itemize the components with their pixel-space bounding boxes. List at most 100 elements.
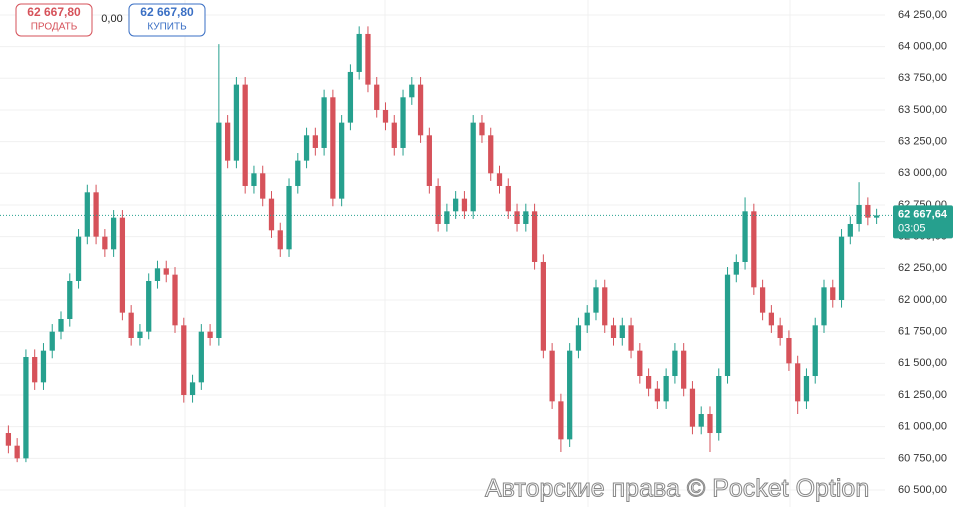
candle-body — [163, 268, 169, 275]
candle-body — [67, 280, 73, 319]
sell-box[interactable] — [15, 3, 93, 37]
candle-body — [40, 350, 47, 383]
buy-box[interactable] — [128, 3, 206, 37]
candle-body — [742, 211, 748, 262]
candle-body — [812, 325, 818, 377]
candle-body — [540, 261, 546, 351]
candle-body — [444, 211, 450, 224]
candle-body — [365, 33, 371, 85]
candle-body — [198, 331, 204, 383]
candle-body — [549, 350, 555, 402]
y-tick-label: 63 750,00 — [898, 72, 947, 84]
candle-body — [233, 84, 240, 161]
candle-body — [470, 122, 476, 212]
buy-price: 62 667,80 — [140, 5, 194, 19]
candle-body — [602, 287, 608, 326]
candle-body — [49, 331, 55, 351]
y-tick-label: 61 000,00 — [898, 421, 947, 433]
current-price-label: 62 667,64 — [898, 208, 948, 220]
plot: 60 500,00 60 750,00 61 000,00 61 250,00 61 5… — [0, 9, 953, 496]
candle-body — [786, 338, 792, 364]
buy-label: КУПИТЬ — [147, 22, 187, 33]
candle-body — [803, 376, 810, 402]
candle-body — [654, 388, 660, 402]
sell-button[interactable]: 62 667,80 ПРОДАТЬ — [15, 3, 93, 37]
candle-body — [225, 122, 231, 161]
candle-body — [610, 325, 617, 338]
candle-body — [286, 185, 292, 250]
candle-body — [5, 433, 12, 446]
candle-body — [795, 363, 801, 402]
candle-body — [593, 287, 599, 313]
candle-body — [23, 357, 29, 459]
candle-body — [567, 350, 573, 440]
candle-body — [251, 173, 257, 186]
candle-body — [119, 217, 126, 313]
spread: 0,00 — [101, 13, 122, 25]
candle-body — [681, 350, 687, 389]
candle-body — [488, 135, 494, 174]
y-tick-label: 63 250,00 — [898, 136, 947, 148]
sell-label: ПРОДАТЬ — [31, 22, 78, 33]
y-tick-label: 64 250,00 — [898, 9, 947, 21]
candle-body — [663, 376, 669, 402]
candle-body — [409, 84, 415, 98]
candle-body — [847, 223, 853, 237]
candle-body — [821, 287, 827, 326]
candle-body — [32, 357, 38, 383]
buy-button[interactable]: 62 667,80 КУПИТЬ — [128, 3, 206, 37]
candle-body — [382, 109, 389, 123]
y-tick-label: 60 500,00 — [898, 484, 947, 496]
candle-body — [110, 217, 117, 250]
y-tick-label: 61 750,00 — [898, 326, 947, 338]
candle-body — [207, 331, 213, 338]
candle-body — [295, 160, 301, 186]
y-tick-label: 62 000,00 — [898, 294, 947, 306]
candle-body — [479, 122, 485, 136]
candle-body — [637, 350, 643, 377]
candle-body — [137, 331, 143, 338]
candle-body — [505, 185, 511, 212]
candle-body — [58, 318, 64, 332]
y-tick-label: 60 750,00 — [898, 452, 947, 464]
candle-body — [435, 185, 441, 224]
candle-body — [84, 192, 90, 237]
candle-body — [277, 230, 283, 250]
y-tick-label: 63 500,00 — [898, 104, 947, 116]
sell-price: 62 667,80 — [27, 5, 81, 19]
candle-body — [189, 382, 196, 396]
candle-body — [347, 71, 354, 123]
candle-body — [558, 401, 564, 440]
candle-body — [453, 198, 459, 212]
candle-body — [523, 211, 529, 224]
y-tick-label: 61 250,00 — [898, 389, 947, 401]
candle-body — [584, 312, 590, 326]
candle-body — [339, 122, 345, 199]
candle-body — [645, 376, 652, 389]
candle-body — [716, 376, 722, 434]
candle-body — [417, 84, 424, 136]
candle-body — [575, 325, 582, 351]
candle-body — [865, 204, 871, 218]
candle-body — [330, 97, 336, 199]
candle-body — [321, 97, 327, 148]
candle-body — [146, 280, 152, 332]
candle-body — [312, 135, 318, 148]
candle-body — [172, 274, 178, 326]
y-tick-label: 64 000,00 — [898, 41, 947, 53]
candle-body — [303, 135, 310, 161]
y-tick-label: 62 250,00 — [898, 262, 947, 274]
candle-body — [496, 173, 503, 186]
candle-body — [707, 414, 713, 434]
candle-body — [400, 97, 406, 148]
candle-body — [777, 325, 783, 338]
candle-body — [181, 325, 187, 396]
candle-body — [356, 33, 362, 72]
candle-body — [260, 173, 266, 199]
candle-body — [531, 211, 538, 262]
y-tick-label: 63 000,00 — [898, 167, 947, 179]
candle-body — [733, 261, 739, 275]
candle-body — [751, 211, 757, 288]
timer: 03:05 — [898, 222, 926, 234]
